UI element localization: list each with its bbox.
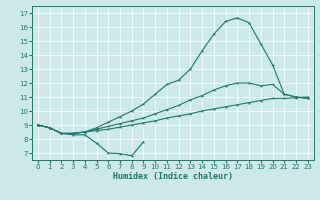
X-axis label: Humidex (Indice chaleur): Humidex (Indice chaleur): [113, 172, 233, 181]
